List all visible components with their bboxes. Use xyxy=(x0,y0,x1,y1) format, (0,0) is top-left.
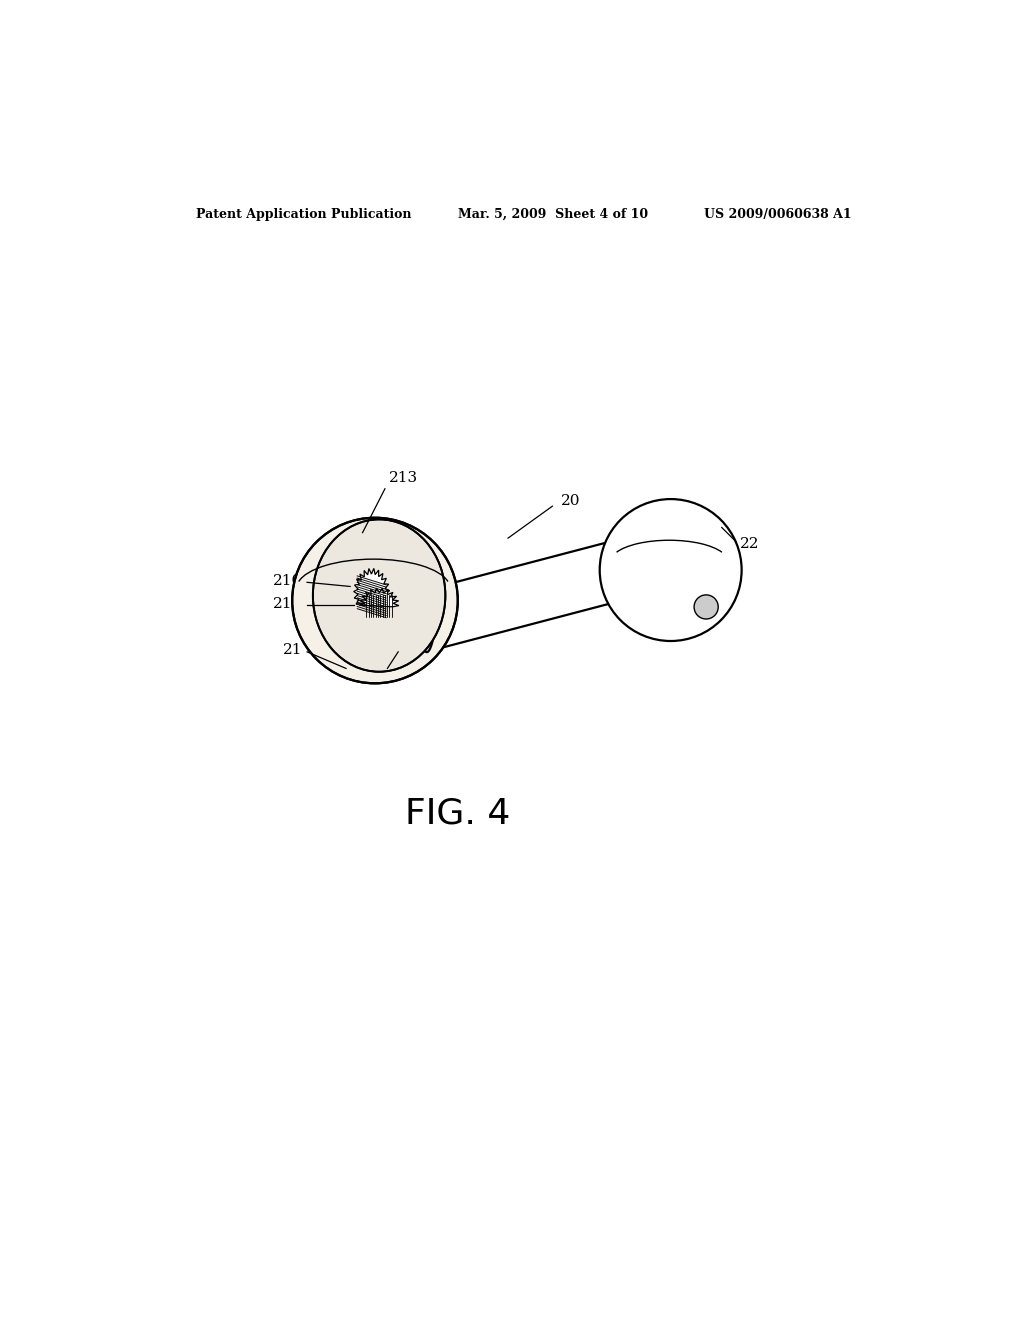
Text: 211: 211 xyxy=(272,597,302,611)
Text: US 2009/0060638 A1: US 2009/0060638 A1 xyxy=(703,209,851,222)
Text: 20: 20 xyxy=(561,494,581,508)
Ellipse shape xyxy=(313,519,445,672)
Polygon shape xyxy=(411,536,647,652)
Circle shape xyxy=(600,499,741,642)
Polygon shape xyxy=(353,569,390,605)
Text: 212: 212 xyxy=(401,643,431,657)
Text: 22: 22 xyxy=(739,537,759,550)
Circle shape xyxy=(694,595,718,619)
Text: Mar. 5, 2009  Sheet 4 of 10: Mar. 5, 2009 Sheet 4 of 10 xyxy=(458,209,648,222)
Text: Patent Application Publication: Patent Application Publication xyxy=(196,209,412,222)
Text: 210: 210 xyxy=(272,574,302,587)
Text: 213: 213 xyxy=(389,471,418,484)
Circle shape xyxy=(292,517,458,684)
Polygon shape xyxy=(359,589,399,607)
Polygon shape xyxy=(411,574,434,652)
Ellipse shape xyxy=(608,553,670,577)
Text: 21: 21 xyxy=(283,643,302,657)
Text: FIG. 4: FIG. 4 xyxy=(406,797,511,832)
